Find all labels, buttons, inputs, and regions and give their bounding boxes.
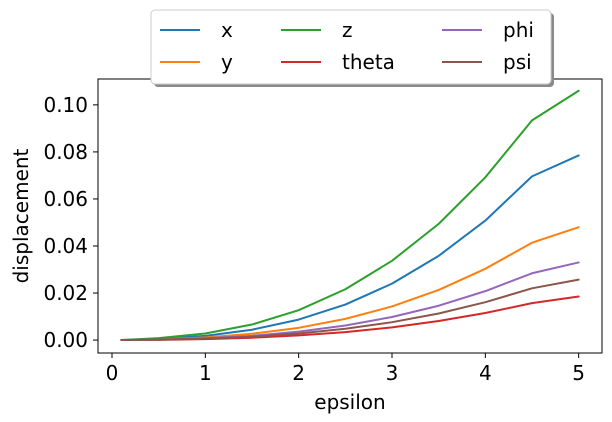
series-line-z xyxy=(120,89,580,342)
series-line-x xyxy=(120,154,580,342)
legend-label-phi: phi xyxy=(503,18,534,42)
x-axis: 0 1 2 3 4 5 xyxy=(106,353,585,385)
y-tick-label: 0.06 xyxy=(43,187,88,211)
x-tick-label: 5 xyxy=(572,361,585,385)
y-tick-label: 0.00 xyxy=(43,328,88,352)
y-tick-label: 0.04 xyxy=(43,234,88,258)
series-line-psi xyxy=(120,278,580,342)
y-axis: 0.00 0.02 0.04 0.06 0.08 0.10 xyxy=(43,93,98,352)
x-tick-label: 1 xyxy=(199,361,212,385)
legend-label-z: z xyxy=(342,18,353,42)
x-axis-label: epsilon xyxy=(314,390,385,414)
y-tick-label: 0.02 xyxy=(43,281,88,305)
legend-label-psi: psi xyxy=(503,50,532,74)
legend-label-y: y xyxy=(221,50,233,74)
legend-box xyxy=(150,9,552,85)
y-axis-label: displacement xyxy=(9,148,33,283)
legend-label-x: x xyxy=(221,18,233,42)
x-tick-label: 3 xyxy=(386,361,399,385)
plot-lines xyxy=(120,89,580,342)
y-tick-label: 0.10 xyxy=(43,93,88,117)
x-tick-label: 4 xyxy=(479,361,492,385)
y-tick-label: 0.08 xyxy=(43,140,88,164)
legend-label-theta: theta xyxy=(342,50,395,74)
legend: xy z theta phi psi xyxy=(150,9,554,87)
x-tick-label: 2 xyxy=(292,361,305,385)
x-tick-label: 0 xyxy=(106,361,119,385)
